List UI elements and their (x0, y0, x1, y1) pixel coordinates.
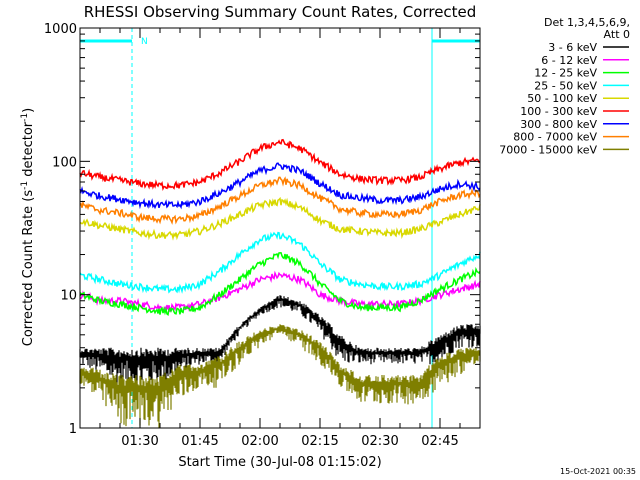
series-800to7000keV (79, 176, 481, 225)
legend-label-6to12keV: 6 - 12 keV (541, 54, 597, 67)
y-axis-label-part-3: ) (21, 108, 36, 113)
legend-label-7000to15000keV: 7000 - 15000 keV (499, 143, 597, 156)
night-marker-label: N (141, 37, 148, 47)
x-tick-label-6: 02:45 (421, 434, 458, 449)
x-tick-label-1: 01:30 (121, 434, 158, 449)
render-timestamp: 15-Oct-2021 00:35 (560, 467, 636, 476)
x-tick-label-2: 01:45 (181, 434, 218, 449)
legend-header-line-2: Att 0 (604, 28, 630, 41)
y-tick-label-3: 100 (52, 155, 77, 170)
x-tick-label-4: 02:15 (301, 434, 338, 449)
y-axis-label-part-2: detector (21, 121, 36, 181)
y-axis-label: Corrected Count Rate (s-1 detector-1) (20, 108, 36, 346)
series-12to25keV (79, 251, 481, 317)
series-300to800keV (79, 162, 481, 210)
axes: 1 10 100 1000 01:30 01:45 02:00 02:15 02:30 02:45 (44, 22, 481, 449)
y-tick-label-1: 1 (69, 422, 77, 437)
series-50to100keV (79, 196, 481, 241)
series-layer (79, 138, 481, 428)
y-tick-label-4: 1000 (44, 22, 77, 37)
legend-label-800to7000keV: 800 - 7000 keV (513, 131, 597, 144)
series-7000to15000keV (79, 324, 481, 428)
series-6to12keV (79, 270, 481, 313)
y-axis-label-sup-2: -1 (20, 113, 30, 122)
x-axis-label: Start Time (30-Jul-08 01:15:02) (178, 455, 381, 470)
legend-label-3to6keV: 3 - 6 keV (548, 41, 597, 54)
legend-label-25to50keV: 25 - 50 keV (534, 79, 597, 92)
legend-label-100to300keV: 100 - 300 keV (520, 105, 597, 118)
y-axis-label-part-1: Corrected Count Rate (s (21, 190, 36, 347)
legend-header-line-1: Det 1,3,4,5,6,9, (544, 16, 630, 29)
legend-label-300to800keV: 300 - 800 keV (520, 118, 597, 131)
series-25to50keV (79, 231, 481, 294)
x-tick-label-3: 02:00 (241, 434, 278, 449)
series-100to300keV (79, 138, 481, 191)
legend-header: Det 1,3,4,5,6,9, Att 0 (544, 16, 630, 41)
legend-label-50to100keV: 50 - 100 keV (527, 92, 597, 105)
series-3to6keV (79, 295, 481, 388)
legend-label-12to25keV: 12 - 25 keV (534, 67, 597, 80)
y-tick-label-2: 10 (60, 289, 77, 304)
y-axis-label-sup-1: -1 (20, 181, 30, 190)
chart-title: RHESSI Observing Summary Count Rates, Co… (84, 3, 477, 21)
x-tick-label-5: 02:30 (361, 434, 398, 449)
